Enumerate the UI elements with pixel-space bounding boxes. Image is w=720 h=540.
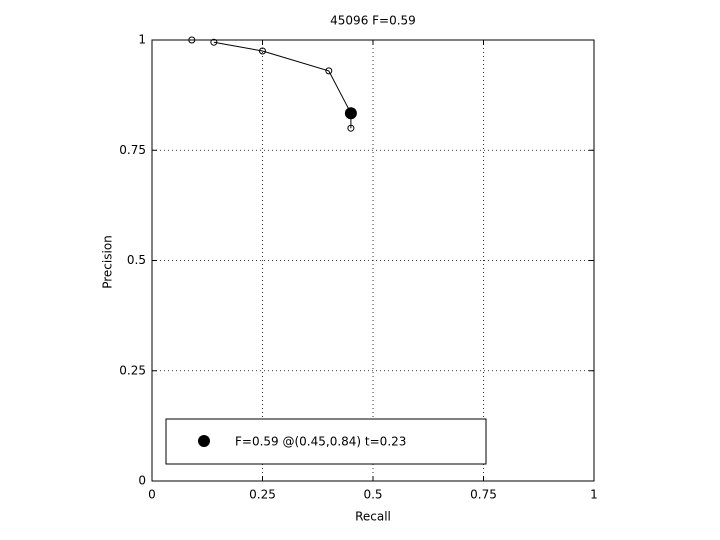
legend-box: [165, 418, 487, 465]
x-tick-label: 0: [148, 488, 156, 502]
chart-title: 45096 F=0.59: [330, 14, 416, 28]
best-f-point: [344, 107, 357, 120]
legend-label: F=0.59 @(0.45,0.84) t=0.23: [235, 435, 406, 449]
plot-frame: [151, 39, 595, 482]
x-tick-label: 1: [590, 488, 598, 502]
pr-point: [259, 47, 266, 55]
legend-marker: [198, 435, 210, 447]
x-tick-label: 0.5: [363, 488, 382, 502]
x-axis-label: Recall: [355, 510, 391, 524]
y-tick-label: 0.5: [127, 253, 146, 267]
pr-point: [210, 38, 218, 46]
pr-point: [325, 67, 333, 75]
y-tick-label: 0.25: [119, 363, 146, 377]
pr-point: [347, 124, 355, 132]
x-tick-label: 0.75: [470, 488, 497, 502]
y-tick-label: 0: [138, 474, 146, 488]
pr-point: [188, 36, 196, 44]
y-tick-label: 1: [138, 33, 146, 47]
y-tick-label: 0.75: [119, 143, 146, 157]
x-tick-label: 0.25: [249, 488, 276, 502]
y-axis-label: Precision: [101, 235, 115, 289]
